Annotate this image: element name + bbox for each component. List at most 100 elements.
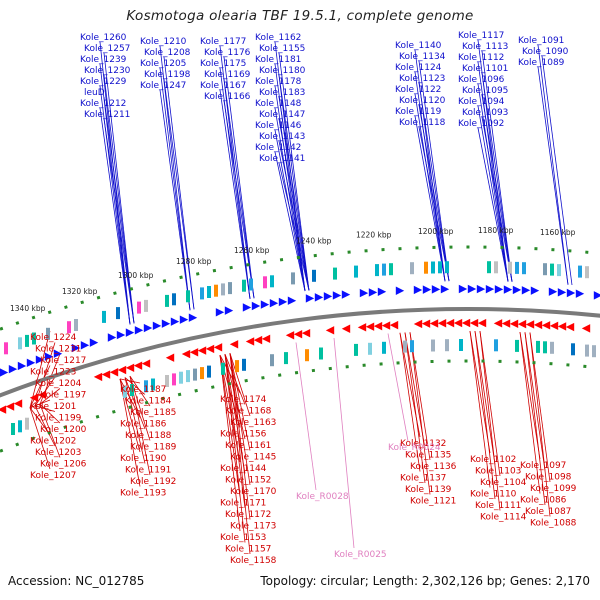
reverse-category-block	[123, 386, 127, 398]
reverse-gene-arrow	[437, 319, 447, 328]
gene-label: Kole_1168	[225, 407, 272, 417]
reverse-category-block	[515, 339, 519, 352]
forward-gene-arrow	[35, 355, 45, 364]
genome-rings	[0, 245, 600, 453]
leader-line	[159, 45, 191, 311]
gene-label: Kole_1090	[522, 47, 569, 57]
forward-gene-arrow	[224, 306, 234, 315]
gene-label: Kole_1087	[525, 507, 571, 517]
gene-label: Kole_1176	[204, 48, 251, 58]
reverse-gene-arrow	[253, 335, 263, 345]
gene-label: Kole_1104	[480, 478, 527, 488]
gene-label: Kole_1089	[518, 58, 565, 68]
reverse-gene-arrow	[293, 329, 303, 339]
forward-category-block	[487, 261, 491, 274]
leader-line	[541, 55, 573, 286]
gene-label: Kole_1166	[204, 92, 251, 102]
forward-gene-arrow	[557, 288, 567, 297]
gene-label: Kole_1204	[35, 379, 82, 389]
gene-label: Kole_1205	[140, 59, 186, 69]
reverse-category-block	[543, 341, 547, 354]
leader-line	[333, 337, 355, 549]
gene-label: Kole_1155	[259, 44, 305, 54]
forward-category-block	[557, 264, 561, 277]
reverse-category-block	[270, 354, 274, 367]
forward-gene-arrow	[503, 285, 513, 294]
reverse-gene-arrow	[229, 340, 239, 349]
leader-line	[29, 399, 51, 409]
reverse-category-block	[18, 420, 22, 433]
leader-line	[103, 118, 135, 324]
reverse-gene-arrow	[381, 321, 391, 330]
leader-line	[224, 354, 246, 474]
leader-line	[481, 50, 513, 282]
reverse-category-block	[592, 345, 596, 358]
gene-label: Kole_1113	[462, 42, 508, 52]
gene-label: Kole_1247	[140, 81, 186, 91]
guide-dots-0	[0, 245, 600, 331]
leader-line	[39, 403, 61, 424]
reverse-gene-arrow	[245, 337, 255, 346]
leader-line	[469, 330, 491, 454]
forward-gene-arrow	[521, 286, 531, 295]
forward-gene-arrow	[17, 361, 27, 371]
reverse-category-block	[445, 339, 449, 352]
leader-line	[474, 330, 496, 500]
gene-label: Kole_1184	[125, 397, 172, 407]
leader-line	[129, 375, 151, 407]
forward-category-block	[165, 294, 169, 307]
leader-line	[418, 82, 450, 282]
forward-gene-arrow	[251, 301, 261, 311]
gene-label: Kole_1142	[255, 143, 301, 153]
gene-label: Kole_1167	[200, 81, 246, 91]
reverse-category-block	[494, 339, 498, 352]
gene-label: Kole_1186	[120, 420, 167, 430]
forward-category-block	[32, 332, 36, 345]
gene-label: Kole_1096	[458, 75, 505, 85]
gene-label: Kole_1201	[30, 402, 76, 412]
forward-gene-arrow	[89, 338, 99, 347]
gene-label: Kole_1119	[395, 107, 442, 117]
gene-label: Kole_1224	[30, 333, 77, 343]
leader-line	[29, 365, 51, 408]
gene-label: Kole_1114	[480, 513, 527, 523]
gene-label: Kole_1208	[144, 48, 191, 58]
forward-gene-arrow	[332, 291, 342, 300]
leader-line	[404, 332, 426, 484]
gene-label: Kole_1156	[220, 430, 267, 440]
reverse-gene-arrow	[5, 402, 15, 411]
forward-gene-arrow	[422, 285, 432, 294]
leader-line	[124, 377, 146, 430]
forward-gene-arrow	[260, 300, 270, 309]
forward-category-block	[242, 279, 246, 292]
gene-label: Kole_1181	[255, 55, 301, 65]
forward-category-block	[102, 310, 106, 323]
reverse-gene-arrow	[525, 320, 535, 329]
gene-label: Kole_1145	[230, 453, 276, 463]
reverse-gene-arrow	[461, 318, 471, 328]
leader-line	[103, 74, 135, 324]
gene-label: Kole_1117	[458, 31, 504, 41]
gene-label: Kole_1110	[470, 490, 517, 500]
reverse-category-block	[382, 341, 386, 354]
reverse-category-block	[179, 371, 183, 384]
forward-category-block	[410, 262, 414, 275]
gene-label: Kole_1135	[405, 451, 451, 461]
gene-label: Kole_1189	[130, 443, 177, 453]
forward-gene-arrow	[134, 326, 144, 335]
forward-gene-arrow	[305, 294, 315, 303]
leader-line	[278, 74, 310, 291]
scale-tick-label: 1220 kbp	[356, 231, 392, 240]
gene-label: Kole_1140	[395, 41, 442, 51]
reverse-gene-arrow	[141, 359, 151, 368]
forward-gene-arrow	[26, 358, 36, 367]
gene-label: Kole_1103	[475, 467, 521, 477]
reverse-category-block	[207, 365, 211, 378]
scale-tick-label: 1320 kbp	[62, 287, 98, 296]
forward-gene-arrow	[341, 290, 351, 299]
forward-category-block	[354, 265, 358, 278]
gene-label: Kole_1097	[520, 461, 566, 471]
gene-label: Kole_1101	[462, 64, 508, 74]
gene-label: Kole_1170	[230, 487, 277, 497]
leader-line	[414, 71, 446, 282]
